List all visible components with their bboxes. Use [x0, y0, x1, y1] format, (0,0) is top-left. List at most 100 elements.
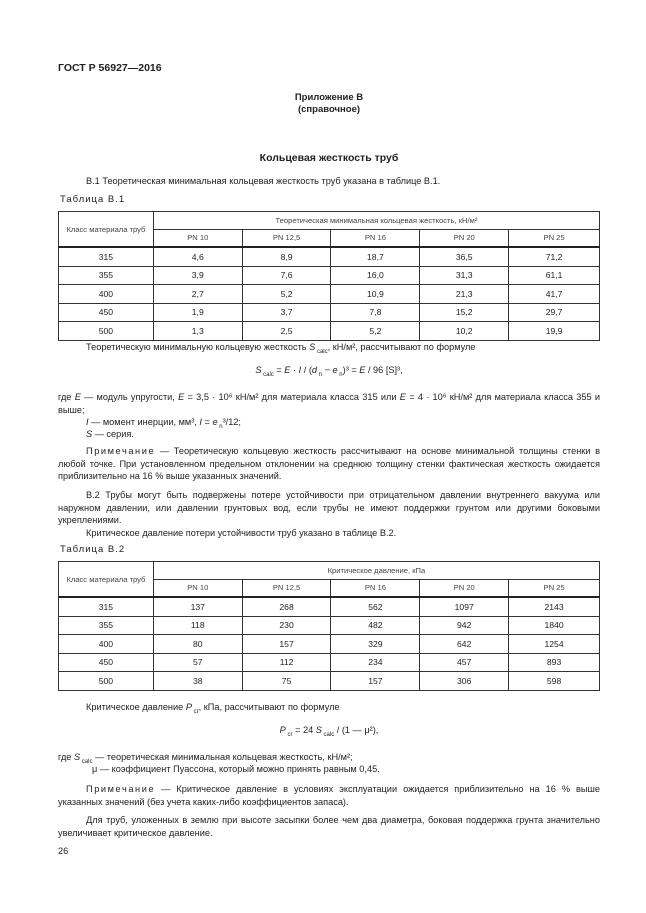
paragraph-b1: В.1 Теоретическая минимальная кольцевая … — [86, 176, 441, 186]
section-title: Кольцевая жесткость труб — [259, 152, 399, 164]
table-cell: 230 — [241, 615, 332, 635]
table-cell: 893 — [508, 652, 600, 672]
table-cell: 400 — [58, 634, 154, 654]
table-cell: 234 — [330, 652, 421, 672]
table2-caption: Таблица В.2 — [60, 544, 126, 555]
table-cell: 2,5 — [241, 321, 332, 341]
where2-mu: μ — коэффициент Пуассона, который можно … — [92, 764, 380, 774]
table-cell: 4,6 — [152, 246, 243, 267]
table-cell: 598 — [508, 671, 600, 691]
note1: Примечание — Теоретическую кольцевую жес… — [58, 446, 600, 482]
table-cell: 61,1 — [508, 265, 600, 285]
where2-scalc: где S calc — теоретическая минимальная к… — [58, 752, 353, 765]
table-row: 315 4,6 8,9 18,7 36,5 71,2 — [58, 246, 600, 267]
table-cell: 450 — [58, 302, 154, 322]
table-cell: 355 — [58, 265, 154, 285]
table-cell: 157 — [330, 671, 421, 691]
where1-s: S — серия. — [86, 429, 134, 439]
column-header: PN 12,5 — [241, 578, 332, 598]
table-cell: 355 — [58, 615, 154, 635]
paragraph-final: Для труб, уложенных в землю при высоте з… — [58, 815, 600, 838]
table-cell: 10,9 — [330, 284, 421, 304]
table-cell: 75 — [241, 671, 332, 691]
table-cell: 2143 — [508, 596, 600, 617]
table-cell: 5,2 — [241, 284, 332, 304]
table-cell: 118 — [152, 615, 243, 635]
table-cell: 942 — [419, 615, 510, 635]
table-row: 355 3,9 7,6 16,0 31,3 61,1 — [58, 265, 600, 285]
table-cell: 1840 — [508, 615, 600, 635]
formula-scalc: S calc = E · I / (d n − e n)³ = E / 96 [… — [255, 365, 403, 378]
column-header: PN 16 — [330, 578, 421, 598]
table-cell: 36,5 — [419, 246, 510, 267]
table-row: 450 1,9 3,7 7,8 15,2 29,7 — [58, 302, 600, 322]
table-cell: 315 — [58, 596, 154, 617]
table-cell: 7,6 — [241, 265, 332, 285]
pcr-intro: Критическое давление P cr, кПа, рассчиты… — [86, 702, 340, 715]
table-cell: 41,7 — [508, 284, 600, 304]
table-cell: 71,2 — [508, 246, 600, 267]
appendix-subtitle: (справочное) — [297, 104, 361, 115]
table-cell: 57 — [152, 652, 243, 672]
column-header: PN 12,5 — [241, 228, 332, 248]
table-cell: 329 — [330, 634, 421, 654]
table-cell: 31,3 — [419, 265, 510, 285]
table-cell: 268 — [241, 596, 332, 617]
table-cell: 1,3 — [152, 321, 243, 341]
table-cell: 29,7 — [508, 302, 600, 322]
row-header: Класс материала труб — [58, 211, 154, 248]
table-row: 500 1,3 2,5 5,2 10,2 19,9 — [58, 321, 600, 341]
column-header: PN 10 — [152, 228, 243, 248]
table-cell: 500 — [58, 671, 154, 691]
paragraph-b2-ref: Критическое давление потери устойчивости… — [86, 528, 397, 538]
table-cell: 18,7 — [330, 246, 421, 267]
table-cell: 19,9 — [508, 321, 600, 341]
page-number: 26 — [58, 846, 69, 856]
table-cell: 157 — [241, 634, 332, 654]
table-row: 500 38 75 157 306 598 — [58, 671, 600, 691]
table-cell: 306 — [419, 671, 510, 691]
table-cell: 642 — [419, 634, 510, 654]
table-cell: 1097 — [419, 596, 510, 617]
table-cell: 16,0 — [330, 265, 421, 285]
table-cell: 21,3 — [419, 284, 510, 304]
group-header: Теоретическая минимальная кольцевая жест… — [152, 211, 601, 230]
table-row: 400 2,7 5,2 10,9 21,3 41,7 — [58, 284, 600, 304]
column-header: PN 20 — [419, 578, 510, 598]
column-header: PN 16 — [330, 228, 421, 248]
column-header: PN 25 — [508, 578, 600, 598]
table-row: 400 80 157 329 642 1254 — [58, 634, 600, 654]
table-cell: 10,2 — [419, 321, 510, 341]
group-header: Критическое давление, кПа — [152, 561, 601, 580]
table-row: 450 57 112 234 457 893 — [58, 652, 600, 672]
table-cell: 7,8 — [330, 302, 421, 322]
table-cell: 112 — [241, 652, 332, 672]
table-cell: 3,9 — [152, 265, 243, 285]
scalc-intro: Теоретическую минимальную кольцевую жест… — [86, 342, 476, 355]
table-cell: 38 — [152, 671, 243, 691]
table-cell: 5,2 — [330, 321, 421, 341]
table-cell: 1254 — [508, 634, 600, 654]
table-b2: Класс материала труб Критическое давление… — [58, 561, 601, 691]
note2: Примечание — Критическое давление в усло… — [58, 784, 600, 807]
table-row: 315 137 268 562 1097 2143 — [58, 596, 600, 617]
table-b1: Класс материала труб Теоретическая минима… — [58, 211, 601, 341]
row-header: Класс материала труб — [58, 561, 154, 598]
column-header: PN 20 — [419, 228, 510, 248]
table-cell: 315 — [58, 246, 154, 267]
table-cell: 8,9 — [241, 246, 332, 267]
appendix-title: Приложение В — [294, 92, 364, 103]
paragraph-b2: В.2 Трубы могут быть подвержены потере у… — [58, 490, 600, 526]
table-cell: 80 — [152, 634, 243, 654]
table-cell: 450 — [58, 652, 154, 672]
table-cell: 3,7 — [241, 302, 332, 322]
table-cell: 400 — [58, 284, 154, 304]
table-cell: 137 — [152, 596, 243, 617]
where1-e: где E — модуль упругости, E = 3,5 · 10⁶ … — [58, 392, 601, 415]
column-header: PN 10 — [152, 578, 243, 598]
table-cell: 562 — [330, 596, 421, 617]
table-row: 355 118 230 482 942 1840 — [58, 615, 600, 635]
table-cell: 15,2 — [419, 302, 510, 322]
where1-i: I — момент инерции, мм³, I = e n³/12; — [86, 417, 241, 430]
table-cell: 457 — [419, 652, 510, 672]
